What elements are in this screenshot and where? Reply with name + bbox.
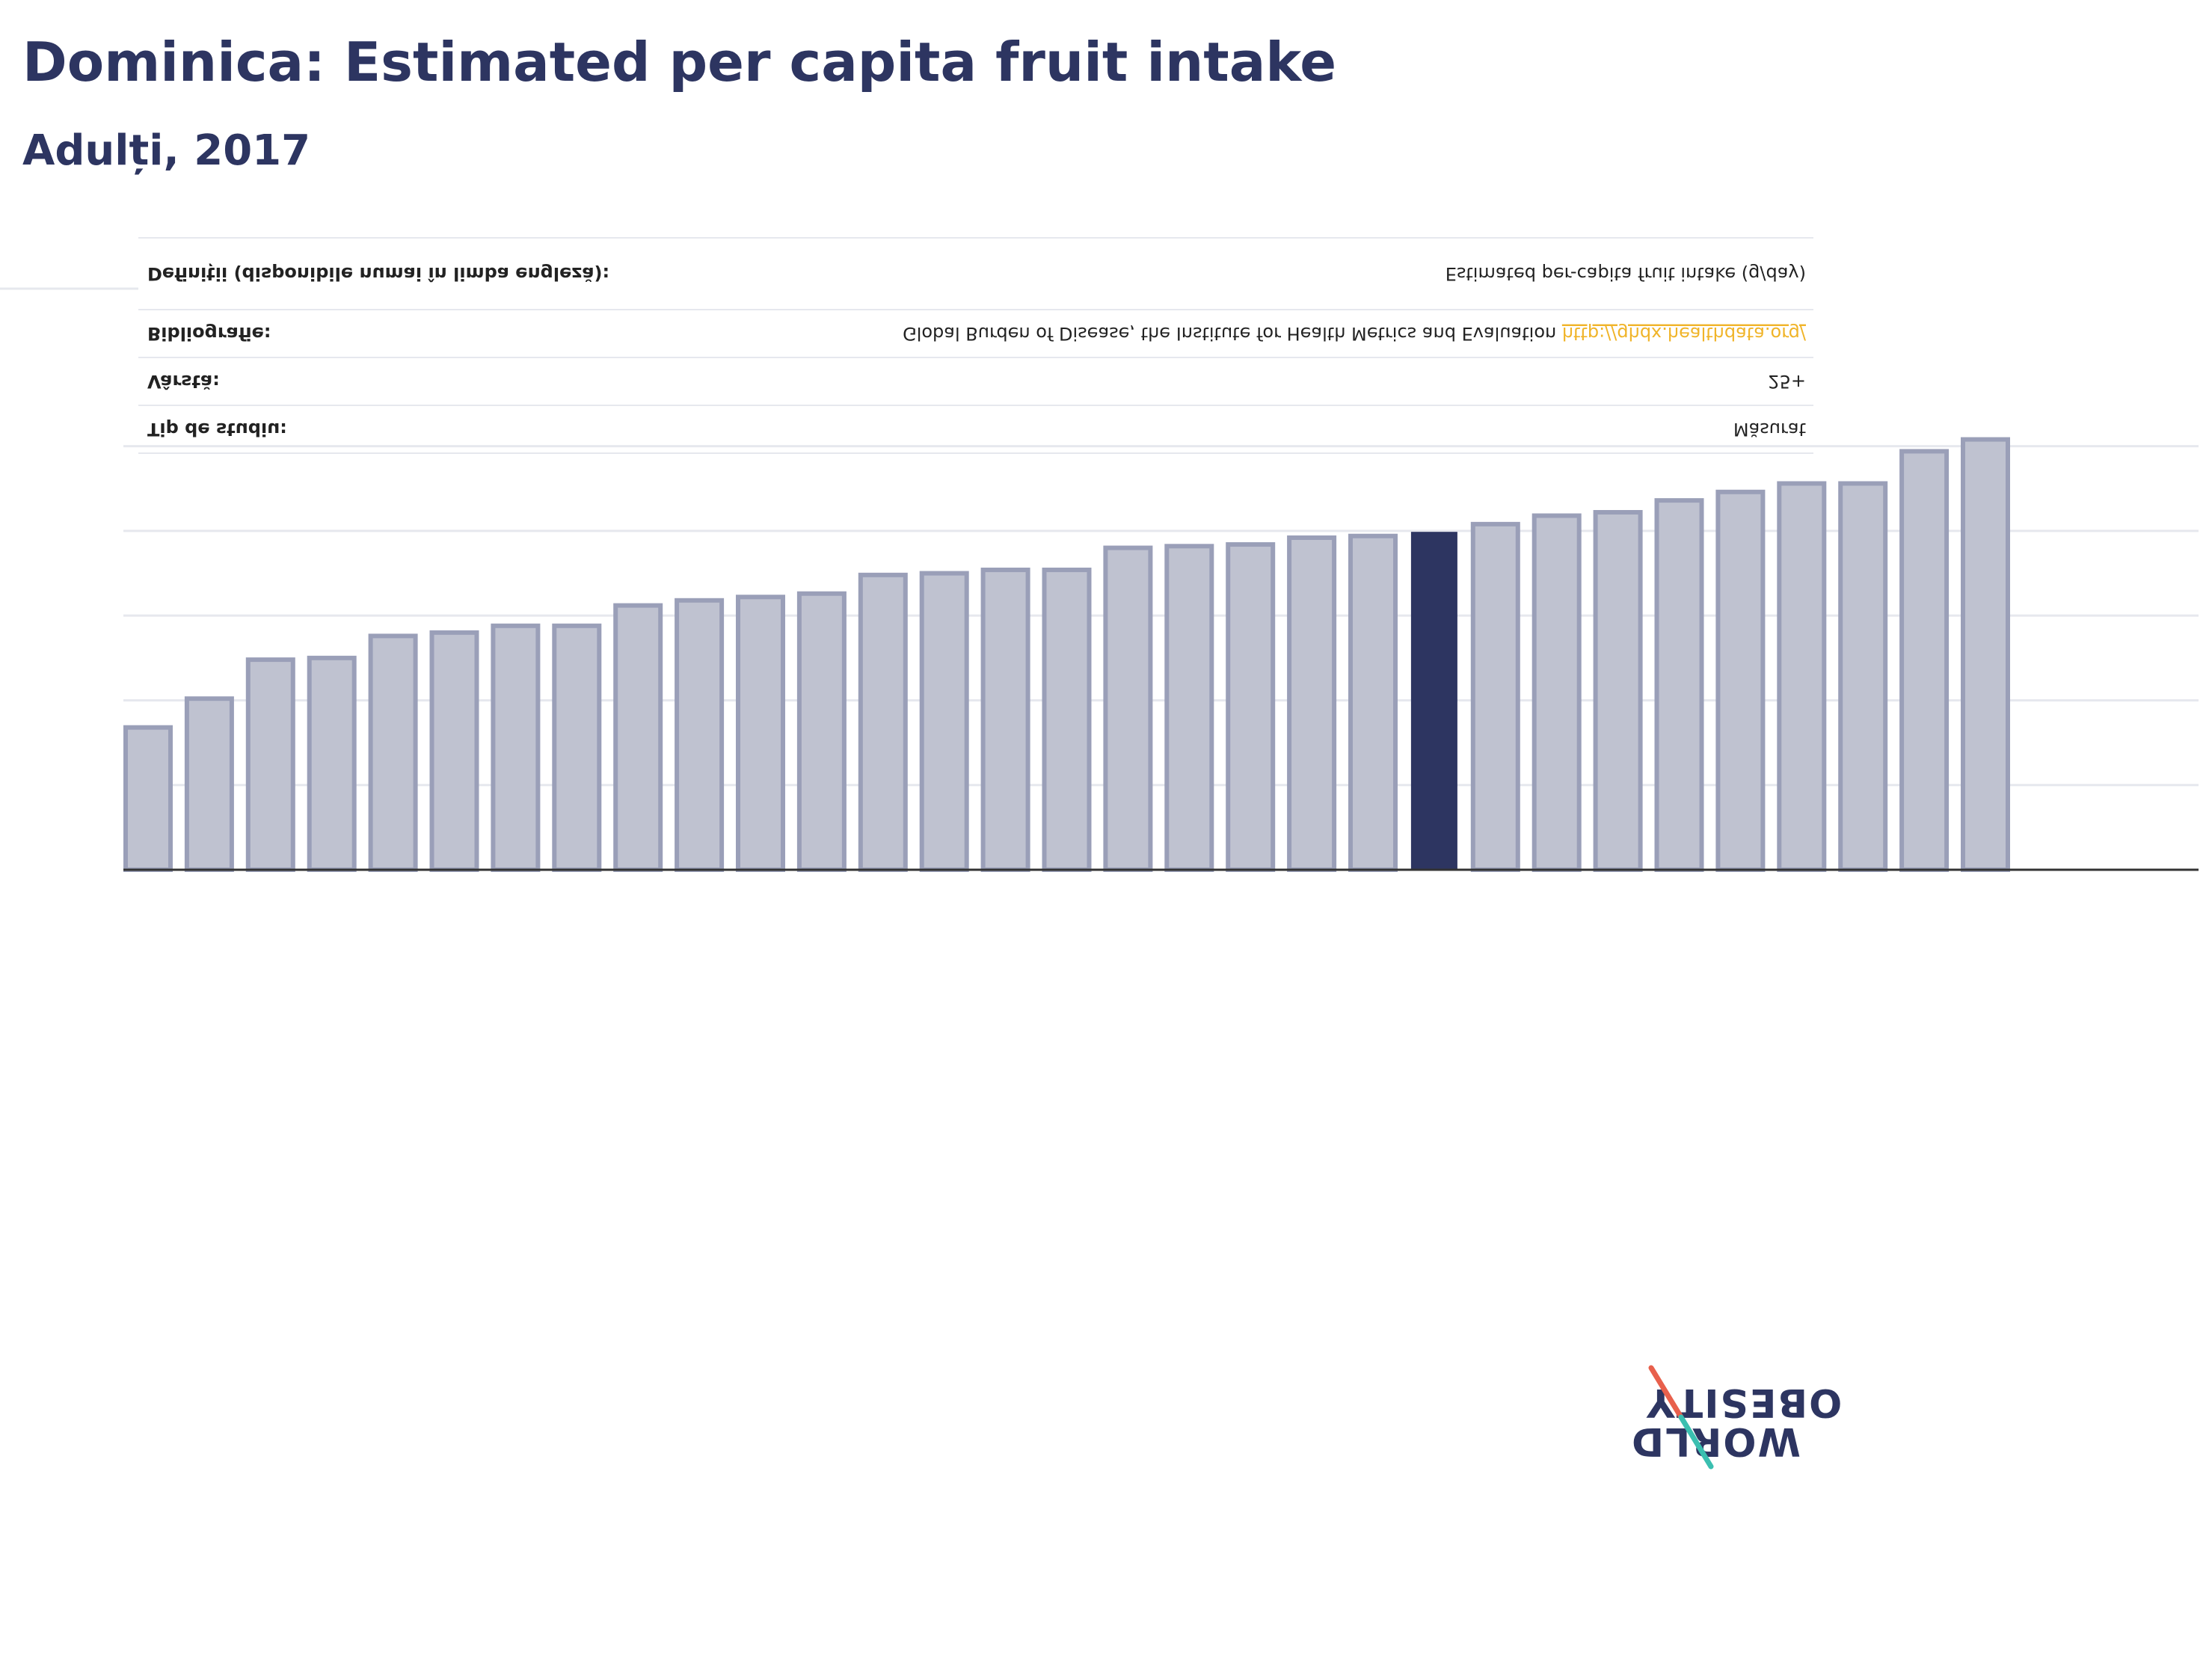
bar [1164, 544, 1214, 872]
bar [1838, 481, 1888, 872]
bar [1593, 509, 1643, 872]
bar-highlight [1410, 532, 1457, 871]
bar [1348, 533, 1398, 872]
bar [919, 571, 969, 873]
page-subtitle: Adulți, 2017 [22, 126, 311, 175]
bar [1287, 535, 1337, 872]
bar [1961, 437, 2010, 872]
bar [675, 598, 725, 872]
bar [1715, 489, 1766, 872]
bar [736, 595, 785, 873]
bibliography-link[interactable]: http://ghdx.healthdata.org/ [1562, 323, 1807, 344]
bar [184, 696, 234, 872]
table-label: Bibliografie: [147, 323, 271, 344]
world-obesity-logo: OBESITY WORLD [1630, 1365, 1842, 1477]
bar [123, 725, 173, 873]
bar [429, 630, 479, 872]
bar [245, 657, 295, 872]
bar [858, 572, 908, 872]
bar [613, 603, 663, 873]
bar [1470, 521, 1520, 873]
bar [552, 623, 602, 872]
bar [368, 633, 418, 872]
bar [980, 568, 1030, 872]
bar [796, 591, 847, 872]
bar [1899, 449, 1950, 872]
bar [1226, 542, 1276, 872]
logo-slash-icon [1648, 1365, 1714, 1470]
info-table: Definiții (disponibile numai în limba en… [0, 237, 1813, 454]
table-label: Tip de studiu: [147, 419, 287, 440]
bar [491, 623, 541, 872]
table-label: Vârstă: [147, 371, 220, 392]
bar [1777, 481, 1827, 872]
table-value: 25+ [1768, 371, 1806, 392]
bar [1103, 545, 1153, 873]
table-value: Măsurat [1733, 419, 1806, 440]
page-title: Dominica: Estimated per capita fruit int… [22, 31, 1337, 93]
bar [1042, 568, 1092, 872]
bar [307, 655, 357, 872]
table-value: Global Burden of Disease, the Institute … [903, 323, 1807, 344]
bar [1654, 498, 1704, 872]
table-value: Estimated per-capita fruit intake (g/day… [1446, 263, 1806, 284]
table-label: Definiții (disponibile numai în limba en… [147, 263, 609, 284]
bar [1531, 513, 1582, 873]
